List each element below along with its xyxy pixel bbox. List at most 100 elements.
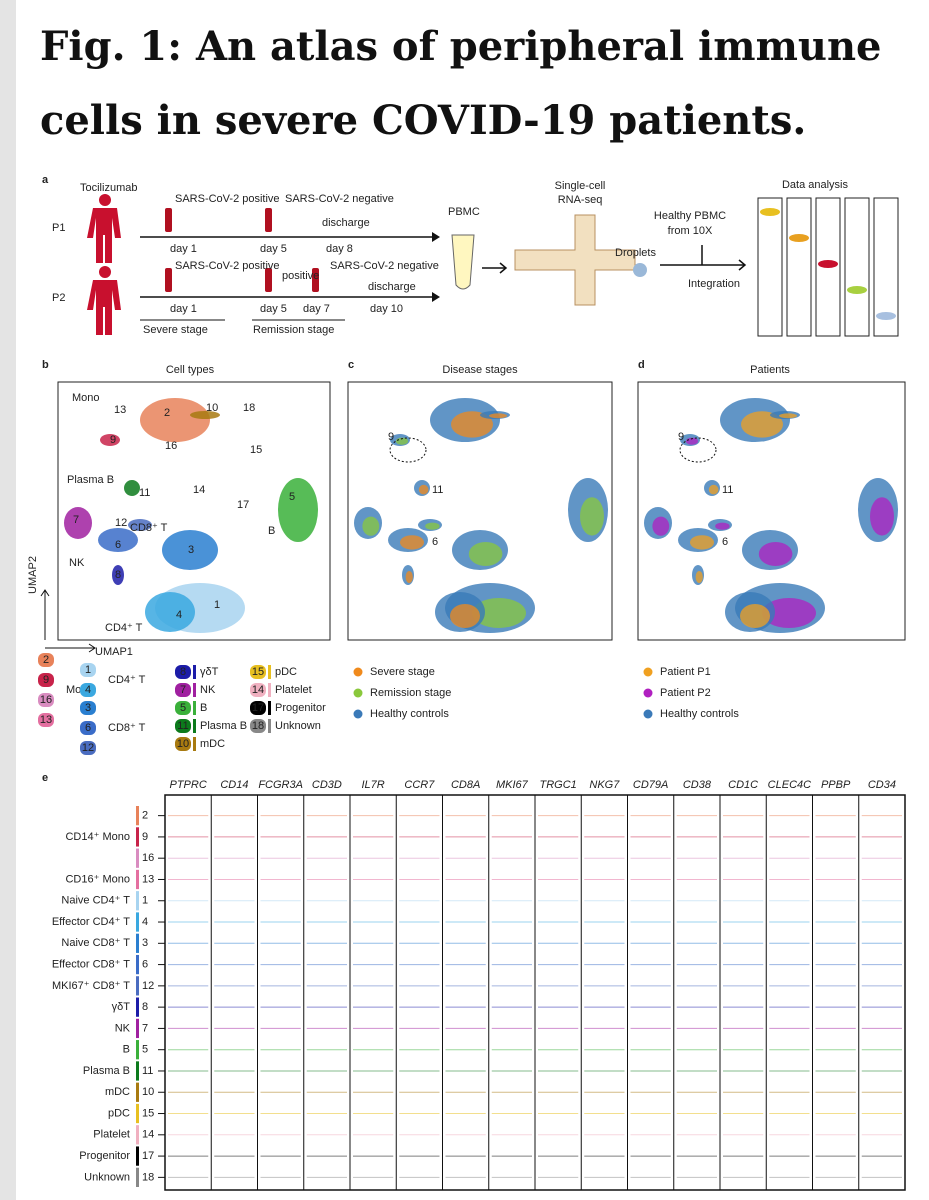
legend-chip [38, 713, 54, 727]
legend-number: 6 [85, 722, 91, 734]
row-number: 16 [142, 852, 154, 864]
row-color [136, 912, 139, 932]
row-color [136, 827, 139, 847]
label: Disease stages [442, 364, 518, 376]
label: Remission stage [253, 324, 334, 336]
legend-number: 11 [177, 720, 188, 732]
cluster-label: 14 [193, 484, 205, 496]
row-number: 4 [142, 916, 148, 928]
umap-cluster [128, 519, 152, 531]
umap-cluster [580, 497, 604, 536]
umap-cluster [652, 516, 670, 536]
label: Platelet [275, 684, 312, 696]
cluster-label: 4 [176, 609, 182, 621]
legend-number: 10 [177, 738, 189, 750]
label: day 5 [260, 303, 287, 315]
label: Severe stage [143, 324, 208, 336]
cluster-label: 9 [110, 434, 116, 446]
label: Plasma B [200, 720, 247, 732]
legend-dot [353, 667, 363, 677]
label: SARS-CoV-2 negative [330, 260, 439, 272]
timeline-arrow [432, 232, 440, 242]
cluster-label: NK [69, 557, 85, 569]
blood-tube [265, 268, 272, 292]
legend-chip [250, 719, 266, 733]
legend-swatch [193, 737, 196, 751]
cluster-label: 11 [722, 484, 733, 496]
label: positive [282, 270, 319, 282]
row-label: pDC [108, 1107, 130, 1119]
legend-chip [38, 673, 54, 687]
row-color [136, 933, 139, 953]
row-number: 13 [142, 873, 154, 885]
legend-dot [643, 667, 653, 677]
cluster-label: 11 [139, 487, 150, 499]
row-color [136, 1082, 139, 1102]
umap-cluster [870, 497, 894, 536]
gene-label: IL7R [362, 779, 385, 791]
label: SARS-CoV-2 negative [285, 193, 394, 205]
row-color [136, 1103, 139, 1124]
analysis-column [844, 197, 870, 337]
row-label: MKI67⁺ CD8⁺ T [52, 980, 130, 992]
umap-cluster [64, 507, 92, 539]
label: day 1 [170, 303, 197, 315]
legend-chip [250, 683, 266, 697]
cluster-label: Plasma B [67, 474, 114, 486]
row-label: CD16⁺ Mono [65, 873, 130, 885]
label: CD8⁺ T [108, 722, 146, 734]
row-number: 18 [142, 1171, 154, 1183]
row-number: 2 [142, 810, 148, 822]
row-label: mDC [105, 1086, 130, 1098]
label: SARS-CoV-2 positive [175, 193, 280, 205]
umap-cluster [715, 522, 730, 530]
label: CD4⁺ T [108, 674, 146, 686]
umap-cluster [162, 530, 218, 570]
person-head [99, 266, 111, 278]
analysis-column [815, 197, 841, 337]
umap-cluster [451, 411, 493, 438]
legend-swatch [268, 665, 271, 679]
legend-number: 17 [252, 702, 264, 714]
row-color [136, 976, 139, 996]
umap-cluster [695, 571, 703, 583]
row-label: Unknown [84, 1171, 130, 1183]
umap-cluster [472, 598, 526, 628]
arrow [482, 262, 508, 274]
umap-cluster [762, 598, 816, 628]
person-body [87, 280, 121, 335]
legend-number: 16 [40, 694, 52, 706]
legend-number: 1 [85, 664, 91, 676]
cluster-label: 10 [206, 402, 218, 414]
gene-label: NKG7 [589, 779, 620, 791]
label: Integration [688, 278, 740, 290]
label: Healthy controls [660, 708, 739, 720]
label: Remission stage [370, 687, 451, 699]
row-color [136, 848, 139, 868]
row-number: 10 [142, 1086, 154, 1098]
row-color [136, 954, 139, 975]
row-color [136, 869, 139, 890]
label: UMAP2 [27, 556, 39, 594]
legend-chip [175, 719, 191, 733]
label: Patient P1 [660, 666, 711, 678]
umap-cluster [741, 411, 783, 438]
umap-cluster [779, 413, 797, 419]
row-number: 3 [142, 937, 148, 949]
cluster-label: 6 [722, 536, 728, 548]
legend-number: 14 [252, 684, 264, 696]
legend-chip [38, 653, 54, 667]
legend-swatch [268, 701, 271, 715]
label: Single-cell [555, 180, 606, 192]
cluster-label: CD4⁺ T [105, 622, 143, 634]
label: Unknown [275, 720, 321, 732]
panel-label: c [348, 359, 354, 371]
legend-swatch [193, 683, 196, 697]
gene-label: CCR7 [404, 779, 435, 791]
row-color [136, 1146, 139, 1166]
row-label: Effector CD4⁺ T [52, 916, 130, 928]
blood-tube [312, 268, 319, 292]
umap-cluster [708, 484, 719, 495]
row-color [136, 1018, 139, 1039]
